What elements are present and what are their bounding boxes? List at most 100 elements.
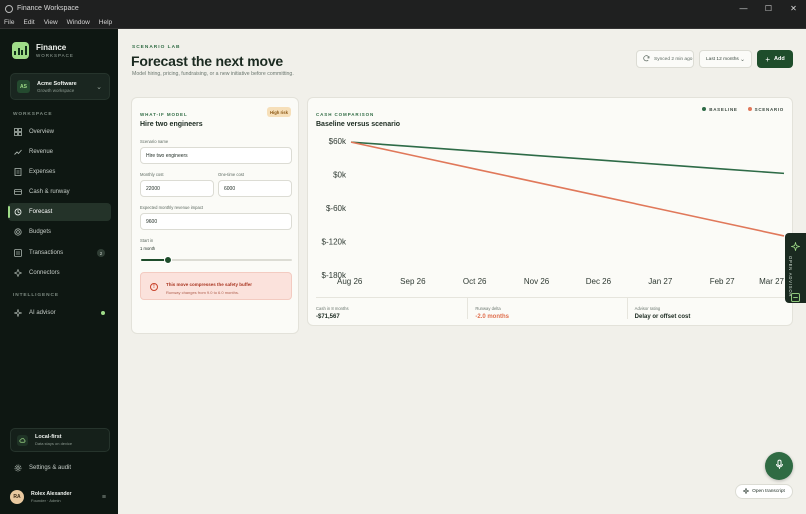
workspace-subtitle: Growth workspace	[37, 87, 75, 93]
panel-icon	[791, 289, 800, 307]
y-tick-label: $-60k	[326, 204, 347, 213]
metric-label: Cash in 8 months	[316, 306, 349, 311]
sparkle-icon	[742, 486, 750, 496]
comparison-title: Baseline versus scenario	[316, 121, 401, 128]
close-button[interactable]: ✕	[790, 4, 797, 13]
sidebar-item-budgets[interactable]: Budgets	[8, 223, 111, 241]
card-eyebrow: CASH COMPARISON	[316, 112, 375, 117]
microphone-icon	[774, 457, 785, 475]
sync-status-button[interactable]: Synced 2 min ago	[636, 50, 694, 68]
brand-name: Finance	[36, 43, 67, 52]
sidebar-item-forecast[interactable]: Forecast	[8, 203, 111, 221]
chevron-down-icon: ⌄	[739, 56, 745, 63]
forecast-icon	[14, 208, 22, 216]
y-tick-label: $60k	[329, 137, 347, 146]
gear-icon	[14, 464, 22, 472]
sidebar-item-label: Overview	[29, 129, 55, 135]
comparison-metrics: Cash in 8 months -$71,567 Runway delta -…	[316, 297, 786, 320]
main-content: SCENARIO LAB Forecast the next move Mode…	[118, 29, 806, 514]
brand-subtitle: WORKSPACE	[36, 53, 74, 58]
sidebar-item-label: Revenue	[29, 149, 54, 155]
slider-thumb[interactable]	[164, 256, 173, 264]
sidebar-item-overview[interactable]: Overview	[8, 123, 111, 141]
metric-value: -$71,567	[316, 314, 340, 320]
start-slider[interactable]	[141, 256, 292, 264]
sidebar-item-label: Budgets	[29, 229, 52, 235]
sidebar-item-revenue[interactable]: Revenue	[8, 143, 111, 161]
metric-value: -2.0 months	[475, 314, 509, 320]
metric-label: Runway delta	[475, 306, 501, 311]
menu-view[interactable]: View	[43, 19, 58, 26]
cash-comparison-card: CASH COMPARISON Baseline versus scenario…	[307, 97, 793, 326]
menu-edit[interactable]: Edit	[23, 19, 35, 26]
wallet-icon	[14, 188, 22, 196]
date-range-select[interactable]: Last 12 months ⌄	[699, 50, 752, 68]
avatar: RA	[10, 490, 24, 504]
sidebar-item-expenses[interactable]: Expenses	[8, 163, 111, 181]
menu-file[interactable]: File	[4, 19, 15, 26]
page-subtitle: Model hiring, pricing, fundraising, or a…	[132, 71, 294, 77]
chart-legend: BASELINE SCENARIO	[702, 107, 784, 112]
target-icon	[14, 228, 22, 236]
menu-window[interactable]: Window	[66, 19, 90, 26]
minimize-button[interactable]: —	[739, 4, 748, 13]
monthly-cost-label: Monthly cost	[140, 172, 164, 177]
plus-icon: +	[765, 54, 770, 64]
sidebar-item-label: Transactions	[29, 250, 64, 256]
workspace-switcher[interactable]: AS Acme Software Growth workspace ⌄	[10, 73, 110, 100]
alert-icon: !	[150, 283, 158, 291]
brand[interactable]: Finance WORKSPACE	[12, 42, 74, 59]
local-first-card: Local-first Data stays on device	[10, 428, 110, 452]
add-button[interactable]: + Add	[757, 50, 793, 68]
sidebar-item-cash-runway[interactable]: Cash & runway	[8, 183, 111, 201]
x-tick-label: Feb 27	[710, 277, 735, 286]
y-tick-label: $-180k	[322, 271, 347, 280]
finance-logo-icon	[12, 42, 29, 59]
slider-fill	[141, 259, 169, 261]
one-time-cost-input[interactable]	[218, 180, 292, 197]
sidebar-item-settings[interactable]: Settings & audit	[8, 459, 111, 477]
menu-bar: File Edit View Window Help	[0, 17, 806, 29]
section-label-intelligence: INTELLIGENCE	[13, 293, 59, 298]
sparkle-icon	[790, 238, 801, 256]
scenario-title: Hire two engineers	[140, 121, 203, 128]
grid-icon	[14, 128, 22, 136]
revenue-impact-input[interactable]	[140, 213, 292, 230]
risk-badge: High risk	[267, 107, 291, 117]
refresh-icon	[643, 54, 650, 64]
maximize-button[interactable]: ☐	[764, 4, 773, 13]
plug-icon	[14, 269, 22, 277]
monthly-cost-input[interactable]	[140, 180, 214, 197]
menu-icon[interactable]: ≡	[101, 493, 106, 501]
open-transcript-button[interactable]: Open transcript	[735, 484, 793, 499]
trend-icon	[14, 148, 22, 156]
sidebar-item-connectors[interactable]: Connectors	[8, 264, 111, 282]
app-icon	[5, 4, 13, 13]
scenario-name-label: Scenario name	[140, 139, 169, 144]
metric-cash: Cash in 8 months -$71,567	[316, 298, 467, 320]
y-tick-label: $0k	[333, 171, 347, 180]
y-tick-label: $-120k	[322, 238, 347, 247]
sidebar-item-transactions[interactable]: Transactions 2	[8, 244, 111, 262]
sidebar-item-label: Settings & audit	[29, 465, 72, 471]
cloud-icon	[17, 434, 28, 446]
one-time-cost-label: One-time cost	[218, 172, 245, 177]
revenue-impact-label: Expected monthly revenue impact	[140, 205, 204, 210]
sidebar-item-ai-advisor[interactable]: AI advisor	[8, 304, 111, 322]
chevron-down-icon: ⌄	[96, 83, 102, 91]
title-bar: Finance Workspace — ☐ ✕	[0, 0, 806, 17]
open-advisor-tab[interactable]: OPEN ADVISOR	[785, 233, 806, 303]
sync-status-text: Synced 2 min ago	[654, 56, 693, 62]
receipt-icon	[14, 168, 22, 176]
start-in-label: Start in	[140, 238, 154, 243]
menu-help[interactable]: Help	[98, 19, 113, 26]
scenario-name-input[interactable]	[140, 147, 292, 164]
voice-input-button[interactable]	[765, 452, 793, 480]
user-role: Founder · Admin	[31, 498, 61, 503]
x-tick-label: Mar 27	[759, 277, 784, 286]
advisor-status-dot	[101, 311, 105, 315]
user-profile[interactable]: RA Rolex Alexander Founder · Admin ≡	[10, 487, 110, 507]
advisor-tab-label: OPEN ADVISOR	[788, 256, 793, 298]
start-in-value: 1 month	[140, 246, 156, 251]
